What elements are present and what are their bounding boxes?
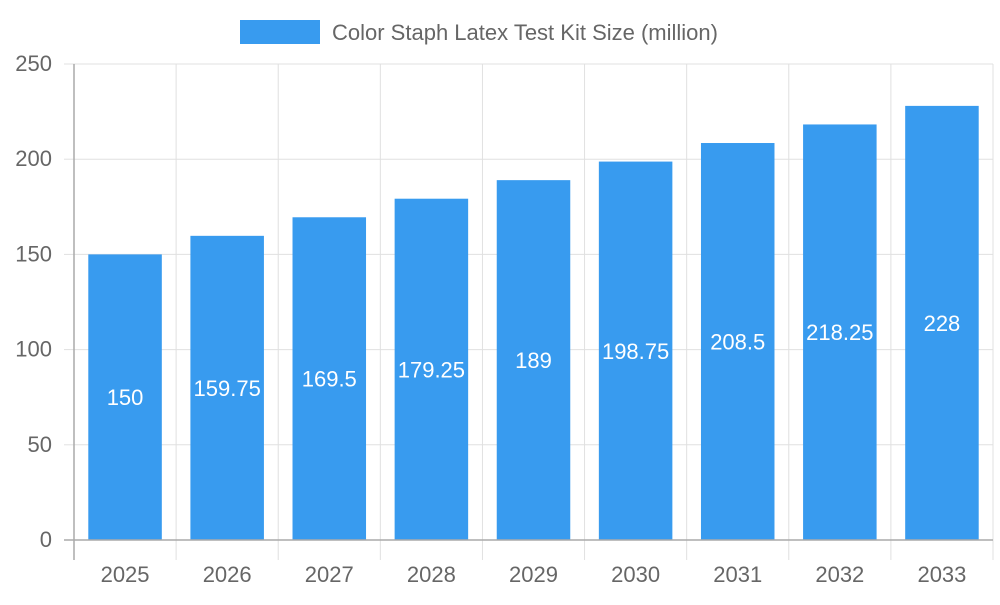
bar-2030: [598, 161, 673, 540]
bar-2028: [394, 198, 469, 540]
legend-label: Color Staph Latex Test Kit Size (million…: [332, 20, 718, 45]
bar-2032: [803, 124, 877, 541]
legend[interactable]: Color Staph Latex Test Kit Size (million…: [240, 20, 718, 45]
x-tick-label: 2030: [611, 562, 660, 587]
bars: 150 159.75 169.5 179.25 189 198.75 208.5 218.25…: [88, 105, 979, 541]
data-label: 218.25: [806, 320, 873, 345]
y-tick-label: 250: [15, 51, 52, 76]
legend-swatch: [240, 20, 320, 44]
bar-2025: [88, 254, 162, 540]
x-tick-label: 2025: [101, 562, 150, 587]
data-label: 208.5: [710, 330, 765, 355]
bar-2029: [496, 180, 571, 541]
x-tick-label: 2033: [917, 562, 966, 587]
data-label: 159.75: [194, 376, 261, 401]
y-tick-label: 0: [40, 527, 52, 552]
bar-2027: [292, 217, 367, 540]
data-label: 169.5: [302, 367, 357, 392]
data-label: 150: [107, 385, 144, 410]
bar-2026: [190, 235, 264, 540]
x-tick-label: 2029: [509, 562, 558, 587]
bar-2031: [700, 143, 775, 541]
axes: 0 50 100 150 200 250 2025 2026 2027 2028 2029 2030 2…: [15, 51, 994, 587]
x-tick-label: 2031: [713, 562, 762, 587]
x-tick-label: 2027: [305, 562, 354, 587]
y-tick-label: 50: [28, 432, 52, 457]
y-tick-label: 150: [15, 241, 52, 266]
data-label: 198.75: [602, 339, 669, 364]
data-label: 228: [924, 311, 961, 336]
data-label: 179.25: [398, 357, 465, 382]
x-tick-label: 2026: [203, 562, 252, 587]
y-tick-label: 100: [15, 337, 52, 362]
bar-2033: [905, 105, 979, 540]
data-label: 189: [515, 348, 552, 373]
y-tick-label: 200: [15, 146, 52, 171]
x-tick-label: 2028: [407, 562, 456, 587]
x-tick-label: 2032: [815, 562, 864, 587]
